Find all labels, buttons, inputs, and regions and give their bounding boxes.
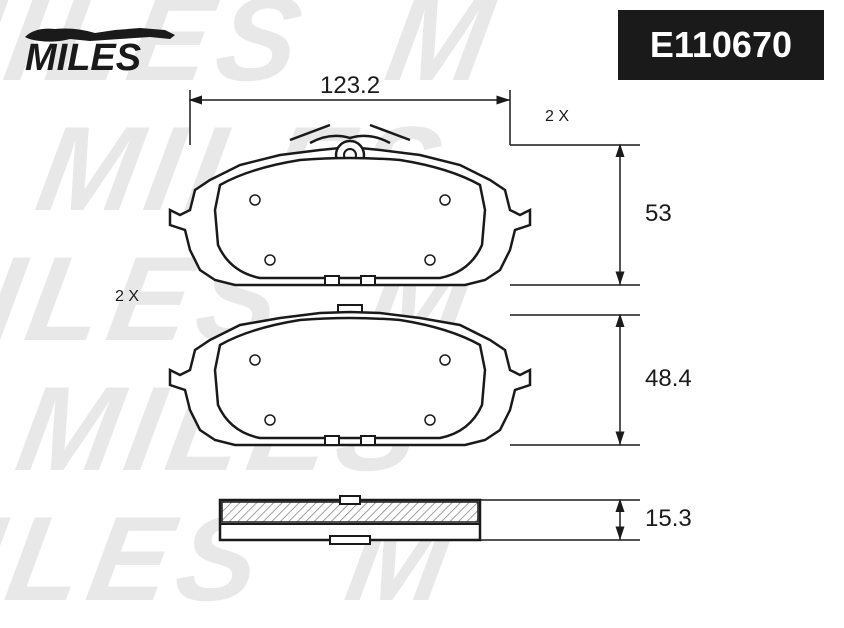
dimension-height1: 53 (645, 200, 672, 228)
part-number-badge: E110670 (618, 10, 824, 80)
quantity-label-left: 2 X (115, 288, 139, 306)
quantity-label-top: 2 X (545, 108, 569, 126)
dimension-thickness: 15.3 (645, 505, 692, 533)
dimension-height2: 48.4 (645, 365, 692, 393)
brand-text: MILES (25, 37, 141, 75)
header: MILES E110670 (0, 0, 844, 80)
brand-logo: MILES (20, 15, 240, 80)
technical-diagram: 123.2 53 48.4 15.3 2 X 2 X (0, 80, 844, 613)
